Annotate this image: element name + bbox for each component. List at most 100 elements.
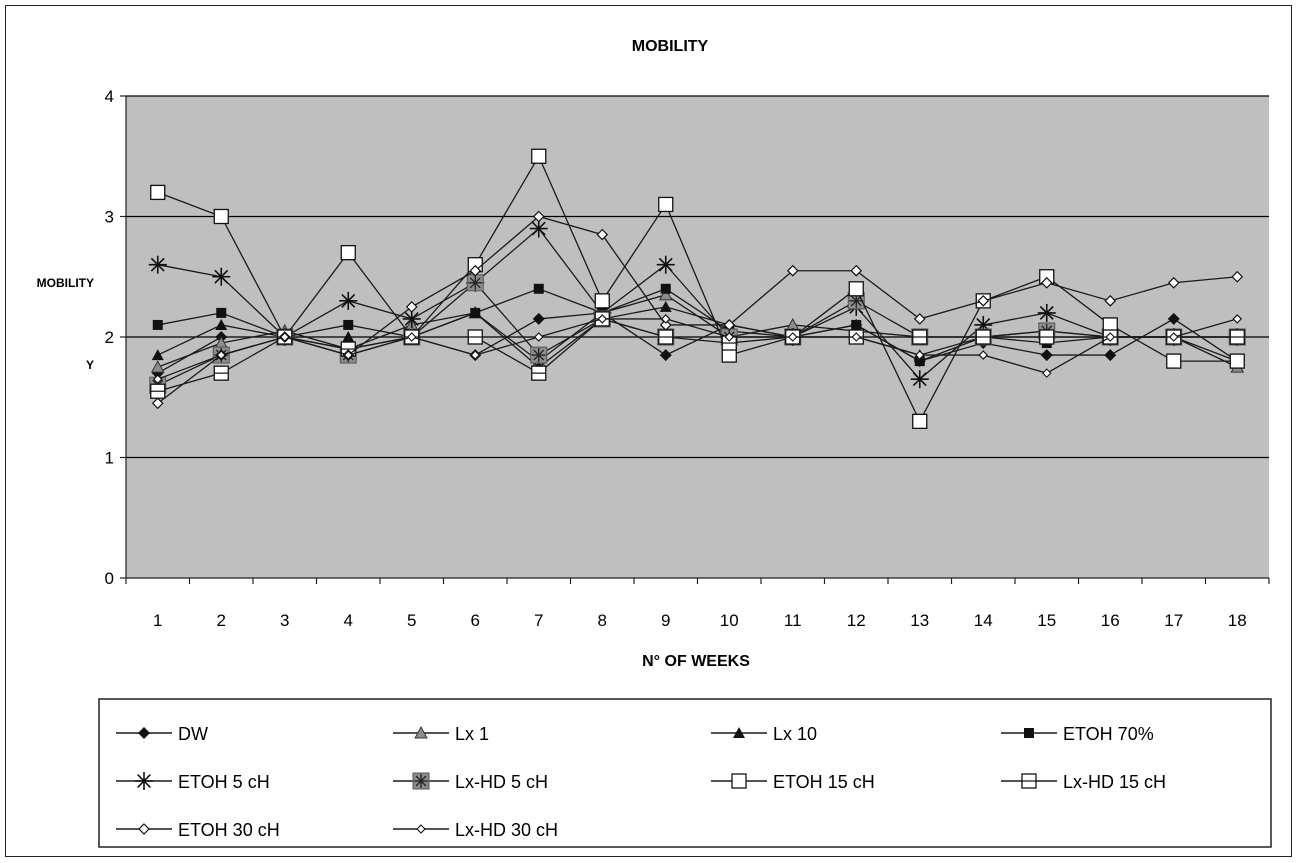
series-8-point-14 (977, 295, 990, 307)
series-4-point-4 (339, 291, 358, 310)
legend-label-7: Lx-HD 15 cH (1063, 772, 1166, 792)
x-tick-label-8: 8 (598, 611, 607, 630)
series-9-point-11 (787, 332, 798, 342)
series-9-point-18 (1232, 314, 1243, 324)
series-8-point-15 (1040, 276, 1053, 289)
legend-item-0: DW (116, 724, 208, 744)
axes (120, 95, 1270, 584)
series-4-point-15 (1037, 303, 1056, 322)
series-0-point-7 (532, 312, 545, 325)
series-9-point-14 (978, 350, 989, 360)
series-6-point-7 (531, 148, 547, 164)
legend-marker-2 (733, 727, 745, 738)
series-3-point-2 (216, 307, 227, 318)
series-8-point-6 (469, 264, 482, 277)
series-1-point-9 (658, 287, 673, 301)
series-0-point-16 (1104, 349, 1117, 362)
y-tick-label-1: 1 (105, 449, 114, 468)
y-tick-label-4: 4 (105, 87, 114, 106)
series-9-point-16 (1105, 332, 1116, 342)
series-3-point-13 (914, 356, 925, 367)
series-9-point-13 (914, 350, 925, 360)
series-6-point-1 (150, 184, 166, 201)
series-9-point-9 (660, 314, 671, 324)
legend-marker-8 (138, 823, 150, 835)
x-tick-label-16: 16 (1101, 611, 1120, 630)
legend-label-5: Lx-HD 5 cH (455, 772, 548, 792)
series-7 (150, 311, 1245, 399)
series-line-4 (157, 227, 1238, 381)
x-tick-label-2: 2 (217, 611, 226, 630)
series-5-point-6 (466, 274, 484, 292)
series-7-point-15 (1039, 329, 1055, 345)
legend-item-5: Lx-HD 5 cH (393, 772, 548, 792)
x-tick-label-3: 3 (280, 611, 289, 630)
y-axis-label: MOBILITY (37, 276, 94, 290)
series-7-point-9 (658, 329, 674, 345)
y-tick-label-2: 2 (105, 328, 114, 347)
series-9-point-10 (724, 332, 735, 342)
series-9-point-2 (216, 350, 227, 360)
y-tick-label-0: 0 (105, 569, 114, 588)
series-8-point-7 (532, 210, 545, 223)
series-6-point-8 (594, 293, 610, 309)
series-4-point-13 (910, 370, 929, 389)
series-0-point-9 (659, 349, 672, 362)
series-1-point-1 (150, 360, 165, 373)
series-9-point-17 (1168, 332, 1179, 342)
x-tick-label-12: 12 (847, 611, 866, 630)
series-8-point-13 (913, 313, 926, 325)
series-9-point-7 (533, 332, 544, 342)
series-3-point-12 (851, 319, 862, 330)
series-7-point-1 (150, 383, 166, 399)
legend-label-8: ETOH 30 cH (178, 820, 280, 840)
series-8-point-11 (786, 264, 799, 277)
series-7-point-18 (1229, 329, 1245, 345)
legend: DW Lx 1 Lx 10 ETOH 70% ETOH 5 cH Lx-HD 5 cH ET… (116, 724, 1166, 840)
legend-label-6: ETOH 15 cH (773, 772, 875, 792)
series-3-point-1 (152, 319, 163, 330)
x-tick-label-17: 17 (1164, 611, 1183, 630)
series-8-point-5 (405, 301, 418, 313)
legend-item-2: Lx 10 (711, 724, 817, 744)
series-7-point-14 (975, 329, 991, 345)
legend-label-0: DW (178, 724, 208, 744)
series-8-point-12 (850, 264, 863, 277)
series-0-point-17 (1167, 312, 1180, 325)
series-line-9 (157, 318, 1238, 380)
series-6-point-12 (848, 281, 864, 297)
series-9-point-5 (406, 332, 417, 342)
series-8-point-1 (151, 397, 164, 410)
series-6-point-17 (1166, 353, 1182, 369)
x-tick-label-5: 5 (407, 611, 416, 630)
series-7-point-10 (721, 335, 737, 351)
legend-label-1: Lx 1 (455, 724, 489, 744)
x-tick-label-1: 1 (153, 611, 162, 630)
series-4-point-2 (212, 267, 231, 286)
series-8-point-16 (1104, 295, 1117, 307)
legend-item-3: ETOH 70% (1001, 724, 1154, 744)
series-8-point-18 (1231, 270, 1244, 283)
series-9-point-8 (597, 314, 608, 324)
series-6-point-18 (1229, 353, 1245, 369)
x-tick-label-18: 18 (1228, 611, 1247, 630)
legend-label-2: Lx 10 (773, 724, 817, 744)
x-tick-label-13: 13 (910, 611, 929, 630)
series-8-point-9 (659, 319, 672, 331)
y-tick-label-3: 3 (105, 208, 114, 227)
legend-item-1: Lx 1 (393, 724, 489, 744)
y-axis-label-suffix: Y (86, 358, 94, 372)
series-9-point-6 (470, 350, 481, 360)
series-4-point-1 (148, 255, 167, 274)
series-2-point-4 (342, 331, 355, 342)
x-tick-labels: 1 2 3 4 5 6 7 8 9 10 11 12 13 14 15 16 17 18 (153, 611, 1247, 630)
x-tick-label-14: 14 (974, 611, 993, 630)
series-4-point-9 (656, 255, 675, 274)
x-tick-label-11: 11 (784, 611, 802, 630)
series-4-point-5 (402, 309, 421, 328)
series-9 (152, 314, 1243, 384)
legend-marker-4 (135, 772, 153, 790)
series-7-point-13 (912, 329, 928, 345)
series-2-point-2 (215, 318, 228, 330)
